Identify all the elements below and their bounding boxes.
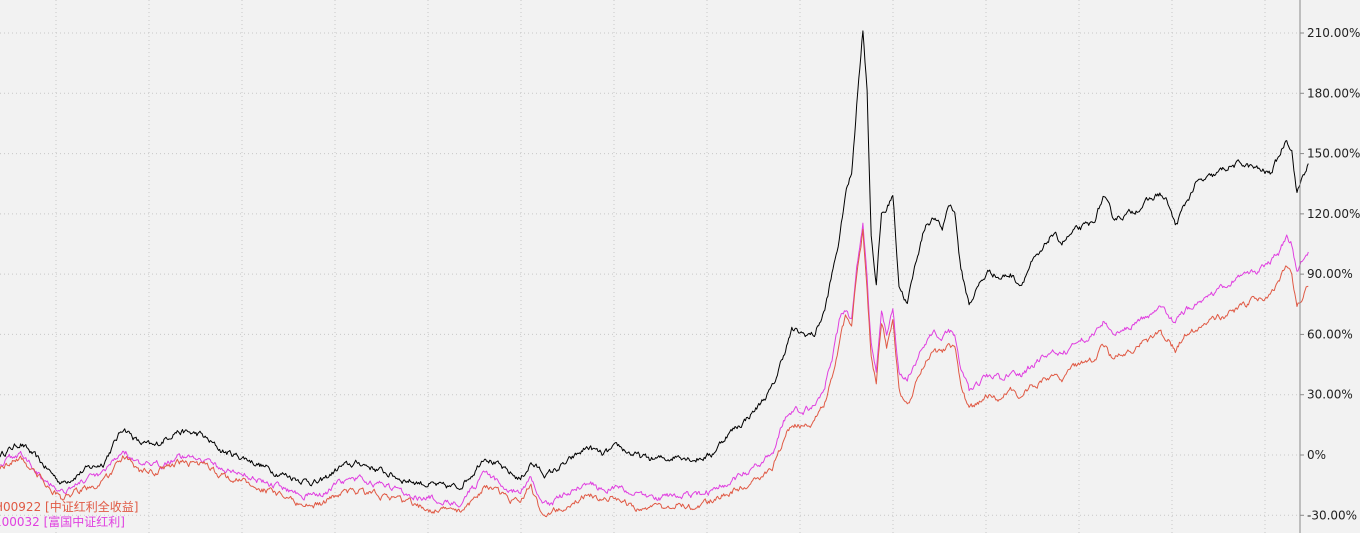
y-tick-label: 0% xyxy=(1307,448,1326,462)
legend-item-0: H00922 [中证红利全收益] xyxy=(0,499,138,514)
grid-layer xyxy=(0,0,1300,533)
series-line-0 xyxy=(0,30,1309,491)
y-tick-label: 180.00% xyxy=(1307,86,1360,100)
y-tick-label: 150.00% xyxy=(1307,147,1360,161)
series-line-1 xyxy=(0,222,1309,508)
y-tick-label: 120.00% xyxy=(1307,207,1360,221)
y-tick-label: -30.00% xyxy=(1307,508,1357,522)
legend: H00922 [中证红利全收益]100032 [富国中证红利] xyxy=(0,499,138,529)
y-tick-label: 210.00% xyxy=(1307,26,1360,40)
legend-item-1: 100032 [富国中证红利] xyxy=(0,514,125,529)
y-axis: 210.00% 180.00% 150.00% 120.00% 90.00% 60.00%… xyxy=(1299,0,1360,533)
y-tick-label: 30.00% xyxy=(1307,388,1353,402)
y-tick-label: 60.00% xyxy=(1307,327,1353,341)
series-line-2 xyxy=(0,228,1309,518)
y-tick-label: 90.00% xyxy=(1307,267,1353,281)
series-layer xyxy=(0,30,1309,518)
